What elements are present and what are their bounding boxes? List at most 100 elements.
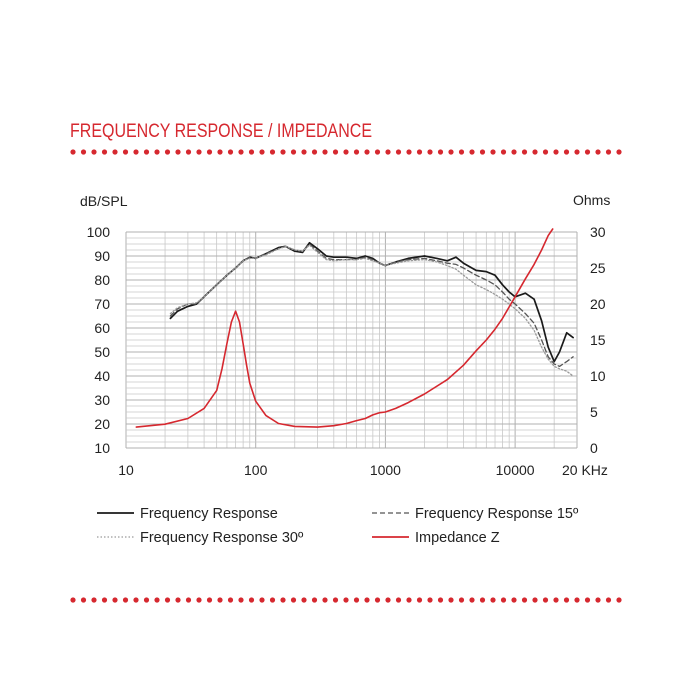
divider-dot [458, 597, 465, 603]
divider-dot [280, 149, 286, 155]
y-tick-label: 20 [94, 416, 110, 432]
y-tick-label: 50 [94, 344, 110, 360]
divider-dot [101, 597, 108, 603]
divider-dot [196, 597, 202, 603]
divider-dot [164, 597, 171, 603]
divider-dot [290, 149, 297, 155]
divider-dot [269, 149, 276, 155]
divider-dot [427, 149, 433, 155]
series-line-2 [169, 243, 574, 368]
divider-dot [542, 149, 549, 155]
divider-dot [511, 597, 517, 603]
divider-dot [206, 149, 213, 155]
divider-dot [605, 149, 612, 155]
chart-legend: Frequency Response Frequency Response 15º… [97, 506, 579, 546]
divider-dot [185, 149, 192, 155]
y2-tick-label: 0 [590, 440, 598, 456]
divider-dot [490, 597, 496, 603]
divider-dot [227, 597, 234, 603]
series-line-3 [169, 244, 574, 377]
divider-dot [469, 149, 475, 155]
y2-tick-label: 30 [590, 224, 606, 240]
divider-dot [269, 597, 276, 603]
y-tick-label: 80 [94, 272, 110, 288]
divider-dot [584, 597, 591, 603]
divider-dot [521, 597, 528, 603]
divider-dot [143, 149, 150, 155]
divider-dot [290, 597, 297, 603]
y2-tick-label: 25 [590, 260, 606, 276]
divider-dot [322, 597, 328, 603]
legend-item: Frequency Response 15º [372, 506, 579, 522]
divider-dot [133, 149, 139, 155]
divider-dot [353, 597, 360, 603]
divider-dot [385, 149, 391, 155]
divider-dot [185, 597, 192, 603]
divider-dot [280, 597, 286, 603]
y-tick-label: 30 [94, 392, 110, 408]
divider-dot [91, 149, 97, 155]
divider-dot [616, 149, 622, 155]
divider-dot [458, 149, 465, 155]
divider-dot [595, 597, 601, 603]
divider-dot [364, 149, 370, 155]
divider-dot [563, 149, 570, 155]
divider-dot [322, 149, 328, 155]
divider-dot [112, 149, 118, 155]
divider-dot [175, 597, 181, 603]
divider-dot [584, 149, 591, 155]
divider-dot [217, 597, 223, 603]
legend-label: Impedance Z [415, 530, 500, 546]
divider-dot [616, 597, 622, 603]
divider-dot [437, 149, 444, 155]
divider-dot [500, 597, 507, 603]
dotted-divider-bottom [70, 597, 622, 603]
divider-dot [437, 597, 444, 603]
divider-dot [553, 597, 559, 603]
divider-dot [80, 149, 87, 155]
divider-dot [395, 149, 402, 155]
y2-tick-label: 15 [590, 332, 606, 348]
divider-dot [374, 149, 381, 155]
x-tick-label: 20 KHz [562, 462, 608, 478]
y2-tick-label: 5 [590, 404, 598, 420]
divider-dot [532, 597, 538, 603]
divider-dot [175, 149, 181, 155]
divider-dot [511, 149, 517, 155]
divider-dot [301, 597, 307, 603]
plot-series [135, 228, 574, 428]
divider-dot [227, 149, 234, 155]
divider-dot [574, 149, 580, 155]
divider-dot [122, 149, 129, 155]
divider-dot [574, 597, 580, 603]
divider-dot [70, 149, 76, 155]
chart-title: FREQUENCY RESPONSE / IMPEDANCE [70, 121, 372, 142]
divider-dot [332, 149, 339, 155]
y-tick-label: 60 [94, 320, 110, 336]
divider-dot [406, 597, 412, 603]
divider-dot [563, 597, 570, 603]
legend-item: Frequency Response 30º [97, 530, 304, 546]
divider-dot [343, 149, 349, 155]
divider-dot [374, 597, 381, 603]
y-tick-label: 40 [94, 368, 110, 384]
divider-dot [101, 149, 108, 155]
y-tick-label: 90 [94, 248, 110, 264]
divider-dot [70, 597, 76, 603]
x-tick-label: 10 [118, 462, 134, 478]
legend-item: Frequency Response [97, 506, 278, 522]
divider-dot [448, 149, 454, 155]
divider-dot [595, 149, 601, 155]
divider-dot [553, 149, 559, 155]
plot-grid [125, 231, 578, 449]
divider-dot [259, 149, 265, 155]
divider-dot [196, 149, 202, 155]
divider-dot [521, 149, 528, 155]
divider-dot [364, 597, 370, 603]
divider-dot [91, 597, 97, 603]
divider-dot [416, 149, 423, 155]
divider-dot [500, 149, 507, 155]
divider-dot [311, 597, 318, 603]
